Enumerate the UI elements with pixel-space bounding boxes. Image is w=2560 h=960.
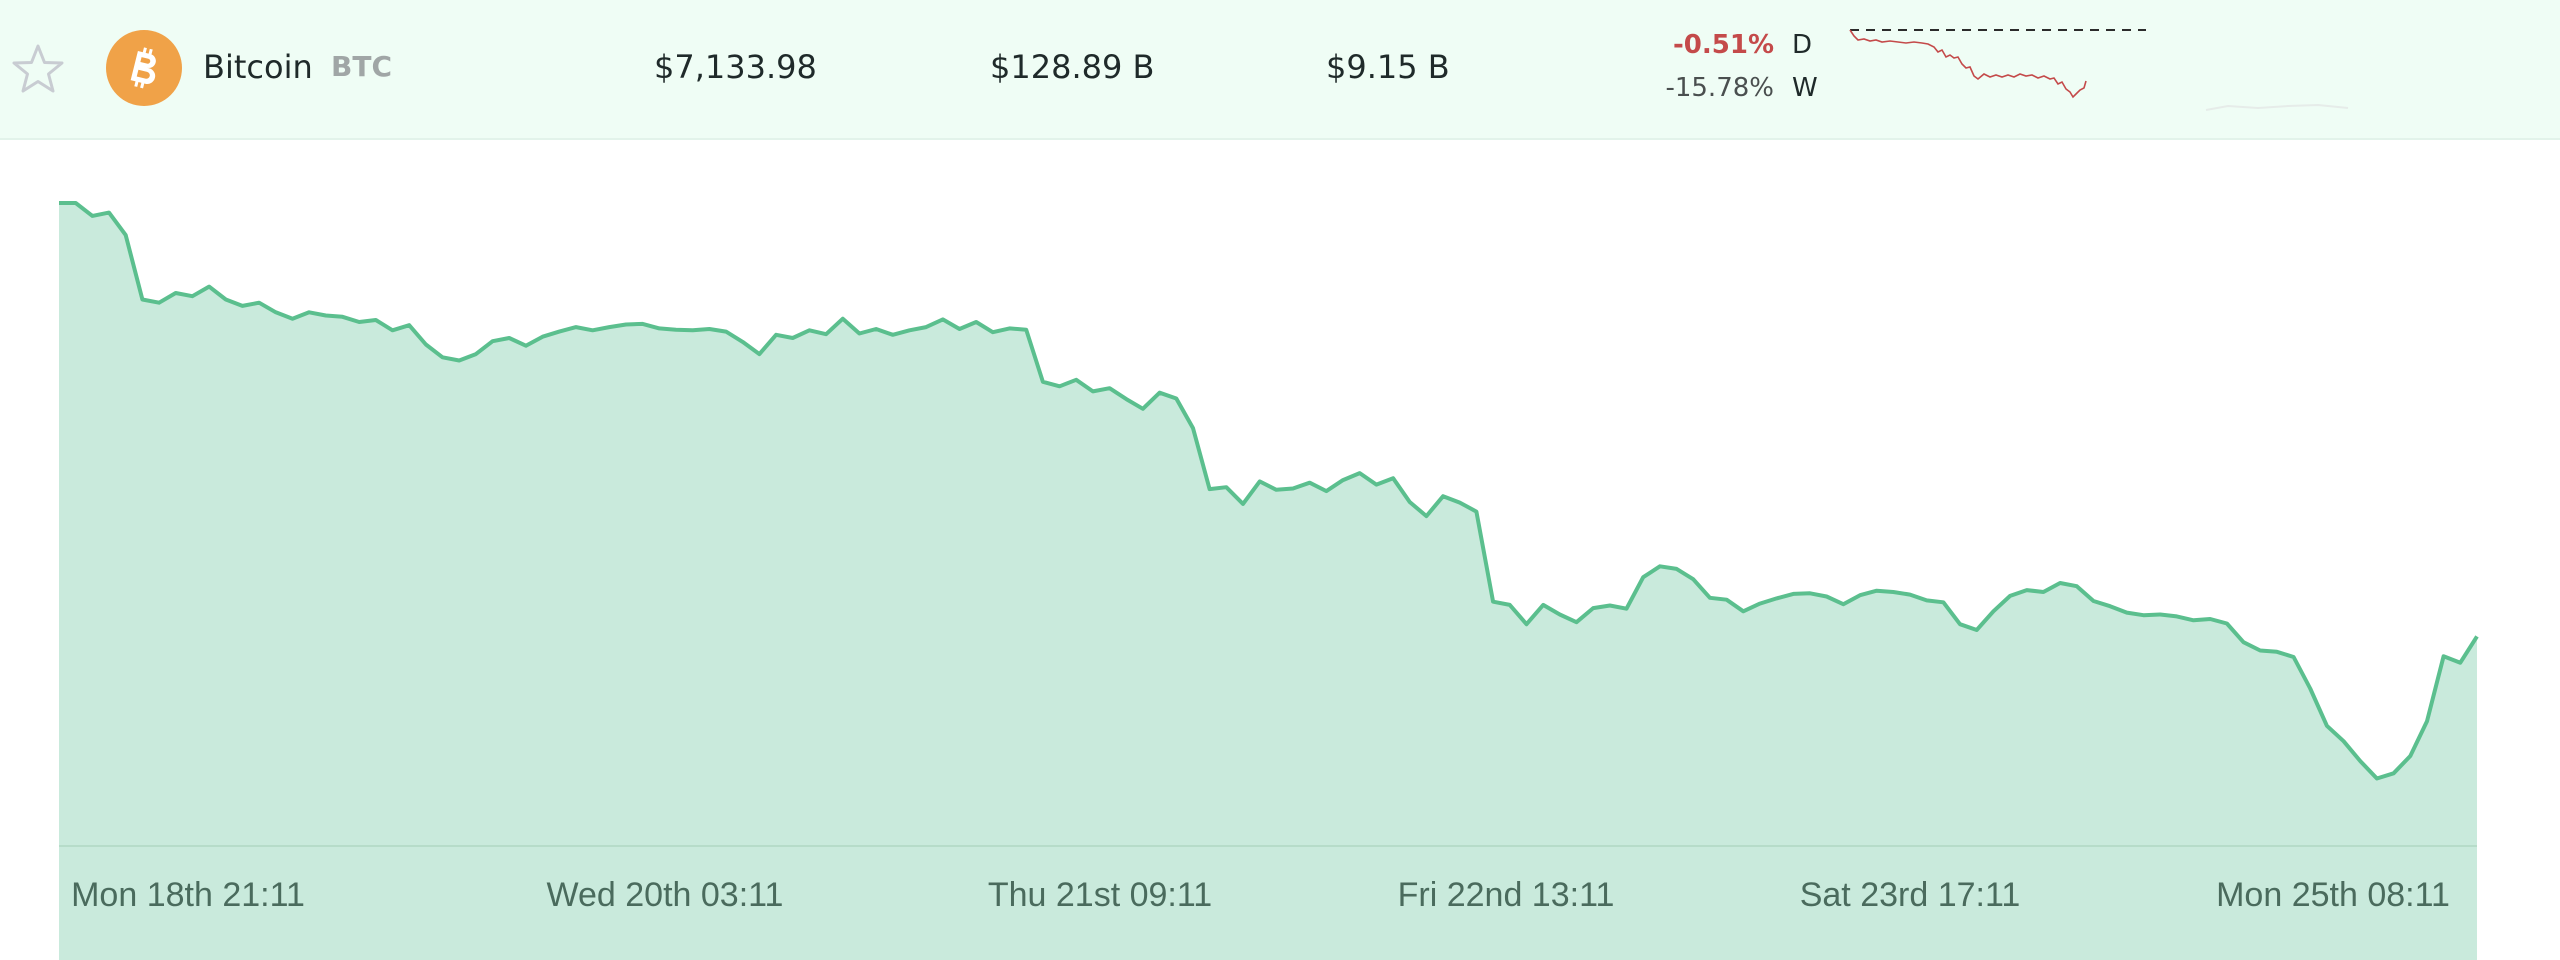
price-line xyxy=(59,201,2479,781)
volume: $9.15 B xyxy=(1326,48,1450,86)
sparkline-faded-tail xyxy=(2205,103,2349,111)
coin-price: $7,133.98 xyxy=(654,48,817,86)
x-tick-label: Mon 25th 08:11 xyxy=(2216,876,2450,914)
price-area xyxy=(59,203,2477,846)
sparkline-series xyxy=(1849,29,2087,99)
x-tick-label: Fri 22nd 13:11 xyxy=(1398,876,1615,914)
x-tick-label: Wed 20th 03:11 xyxy=(547,876,784,914)
coin-symbol: BTC xyxy=(331,50,392,83)
change-week-value: -15.78% xyxy=(1665,73,1774,103)
coin-name[interactable]: Bitcoin xyxy=(203,48,313,86)
week-sparkline xyxy=(1849,29,2349,111)
x-tick-label: Sat 23rd 17:11 xyxy=(1800,876,2021,914)
x-tick-label: Thu 21st 09:11 xyxy=(988,876,1212,914)
bitcoin-logo-icon xyxy=(106,30,182,106)
star-outline-icon[interactable] xyxy=(10,42,66,98)
price-chart: Mon 18th 21:11 Wed 20th 03:11 Thu 21st 09:… xyxy=(0,138,2560,960)
x-tick-label: Mon 18th 21:11 xyxy=(71,876,305,914)
chart-bottom-band xyxy=(59,846,2477,960)
change-week-label: W xyxy=(1792,73,1818,103)
x-axis-ticks: Mon 18th 21:11 Wed 20th 03:11 Thu 21st 09:… xyxy=(71,876,2450,914)
change-day-label: D xyxy=(1792,30,1813,60)
market-cap: $128.89 B xyxy=(990,48,1155,86)
change-day-value: -0.51% xyxy=(1673,30,1774,60)
coin-row[interactable]: Bitcoin BTC $7,133.98 $128.89 B $9.15 B … xyxy=(0,0,2560,140)
